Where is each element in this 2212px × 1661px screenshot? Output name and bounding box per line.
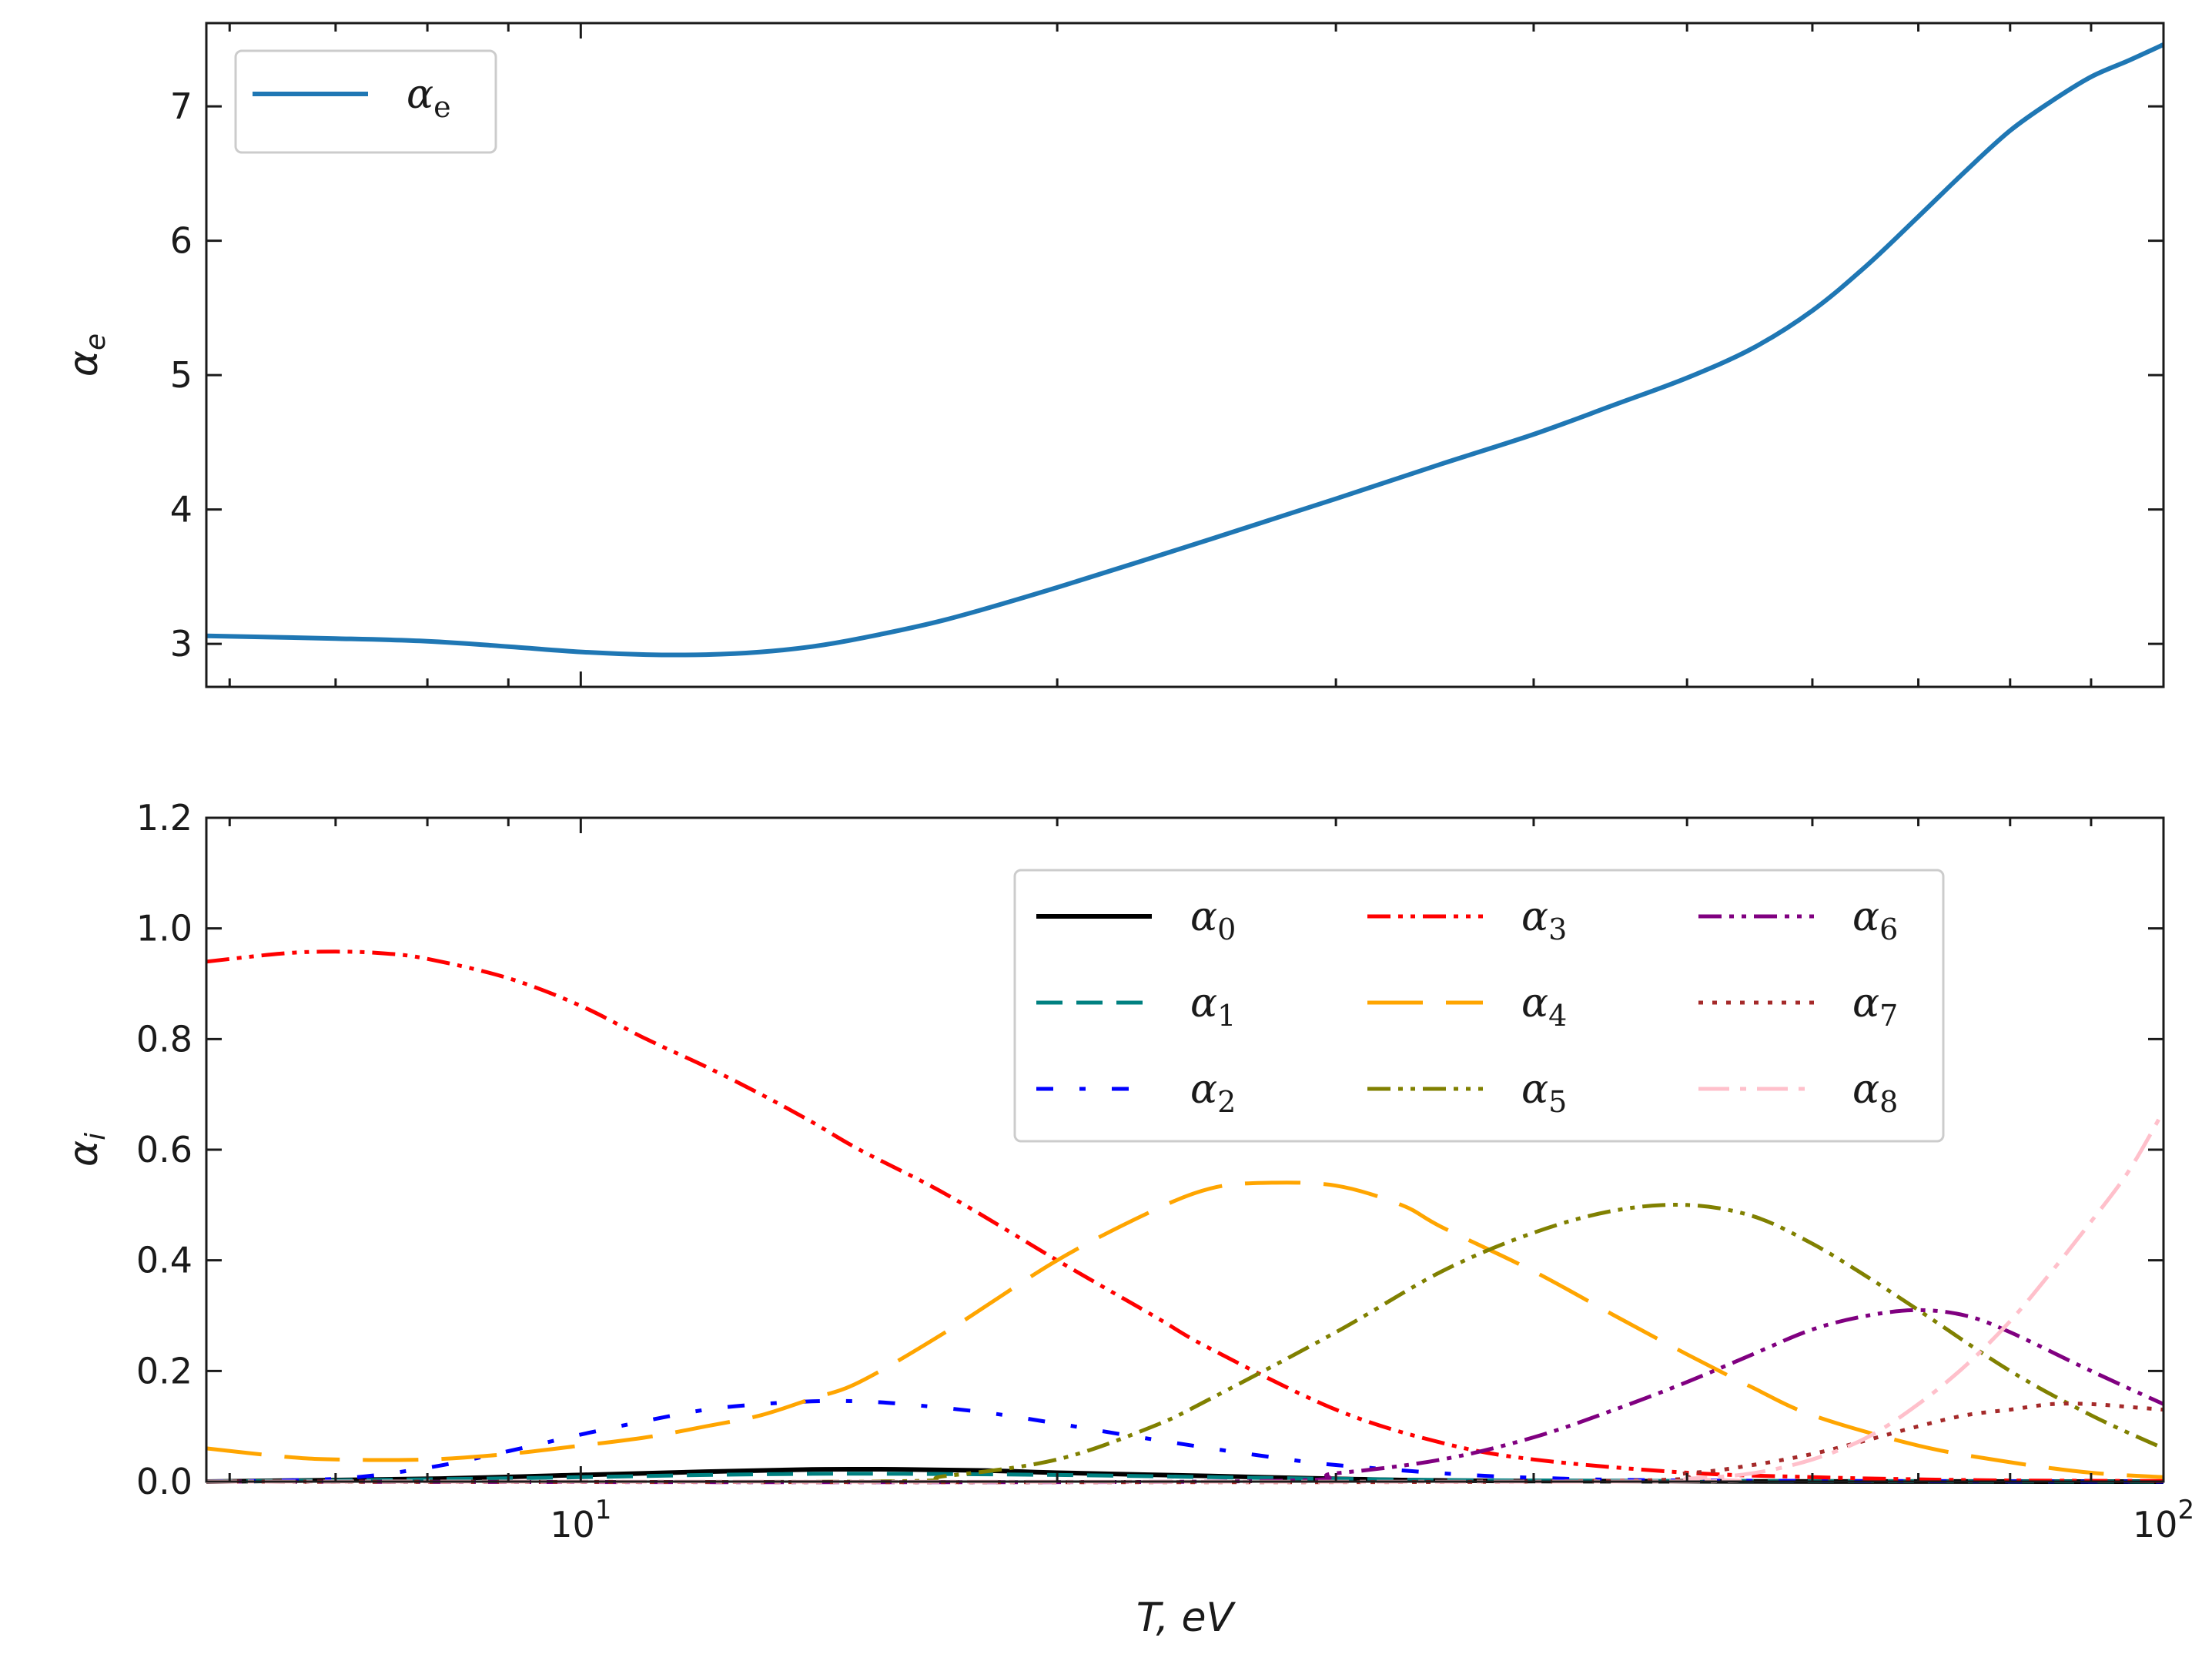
legend-label-α3: α3 (1521, 894, 1567, 946)
legend-alpha: α (1190, 894, 1217, 940)
ytick-label: 1.0 (136, 908, 192, 949)
legend-label-α5: α5 (1521, 1067, 1567, 1119)
legend-sub: 6 (1879, 913, 1898, 946)
ytick-label: 0.8 (136, 1018, 192, 1060)
legend-sub: e (433, 90, 451, 124)
legend-alpha: α (1190, 980, 1217, 1026)
series-line-α2 (206, 1398, 2164, 1484)
top-series-layer (206, 42, 2165, 658)
top-legend-box (234, 49, 497, 154)
xtick-label-base: 10 (2133, 1504, 2178, 1545)
legend-label-α0: α0 (1190, 894, 1236, 946)
legend-sub: 4 (1548, 999, 1567, 1033)
legend-alpha: α (1521, 980, 1548, 1026)
top-ylabel-sub: e (80, 333, 112, 350)
legend-sub: 8 (1879, 1085, 1898, 1119)
top-ylabel-alpha: α (61, 350, 107, 377)
bottom-ylabel-sub: i (80, 1133, 112, 1140)
legend-sub: 2 (1217, 1085, 1236, 1119)
top-ylabel: αe (61, 333, 112, 377)
legend-label-α1: α1 (1190, 980, 1236, 1033)
bottom-xlabel: T, eV (1136, 1595, 1237, 1641)
legend-label-α4: α4 (1521, 980, 1567, 1033)
xtick-label-base: 10 (550, 1504, 595, 1545)
ytick-label: 0.0 (136, 1461, 192, 1502)
xtick-label: 102 (2133, 1495, 2194, 1545)
legend-alpha: α (1521, 894, 1548, 940)
legend-sub: 3 (1548, 913, 1567, 946)
legend-alpha: α (1190, 1067, 1217, 1113)
xtick-label: 101 (550, 1495, 611, 1545)
ytick-label: 7 (170, 85, 192, 127)
bottom-ylabel-alpha: α (61, 1140, 107, 1167)
ytick-label: 0.2 (136, 1350, 192, 1391)
top-legend: αe (234, 49, 497, 154)
legend-label-αe: αe (407, 72, 451, 124)
ytick-label: 6 (170, 220, 192, 262)
legend-label-α6: α6 (1852, 894, 1898, 946)
xtick-label-exp: 2 (2177, 1495, 2194, 1525)
legend-alpha: α (1852, 1067, 1879, 1113)
legend-label-α8: α8 (1852, 1067, 1898, 1119)
series-line-αe (206, 42, 2165, 658)
series-line-α4 (206, 1180, 2164, 1479)
xtick-label-exp: 1 (595, 1495, 612, 1525)
legend-label-α7: α7 (1852, 980, 1898, 1033)
ytick-label: 0.6 (136, 1129, 192, 1170)
legend-label-α2: α2 (1190, 1067, 1236, 1119)
series-line-α3 (206, 949, 2164, 1483)
bottom-plot-frame (205, 816, 2165, 1483)
ytick-label: 4 (170, 489, 192, 531)
ytick-label: 0.4 (136, 1240, 192, 1281)
bottom-ylabel: αi (61, 1133, 112, 1167)
ytick-label: 3 (170, 623, 192, 665)
legend-alpha: α (1521, 1067, 1548, 1113)
ytick-label: 1.2 (136, 797, 192, 839)
top-ticks-layer: 3 4 5 6 7 (170, 23, 2165, 687)
legend-alpha: α (1852, 980, 1879, 1026)
top-plot-frame (205, 22, 2165, 688)
legend-alpha: α (1852, 894, 1879, 940)
ytick-label: 5 (170, 354, 192, 396)
legend-sub: 7 (1879, 999, 1898, 1033)
legend-alpha: α (407, 72, 433, 118)
legend-sub: 5 (1548, 1085, 1567, 1119)
bottom-legend-box (1013, 869, 1945, 1143)
legend-sub: 0 (1217, 913, 1236, 946)
legend-sub: 1 (1217, 999, 1236, 1033)
